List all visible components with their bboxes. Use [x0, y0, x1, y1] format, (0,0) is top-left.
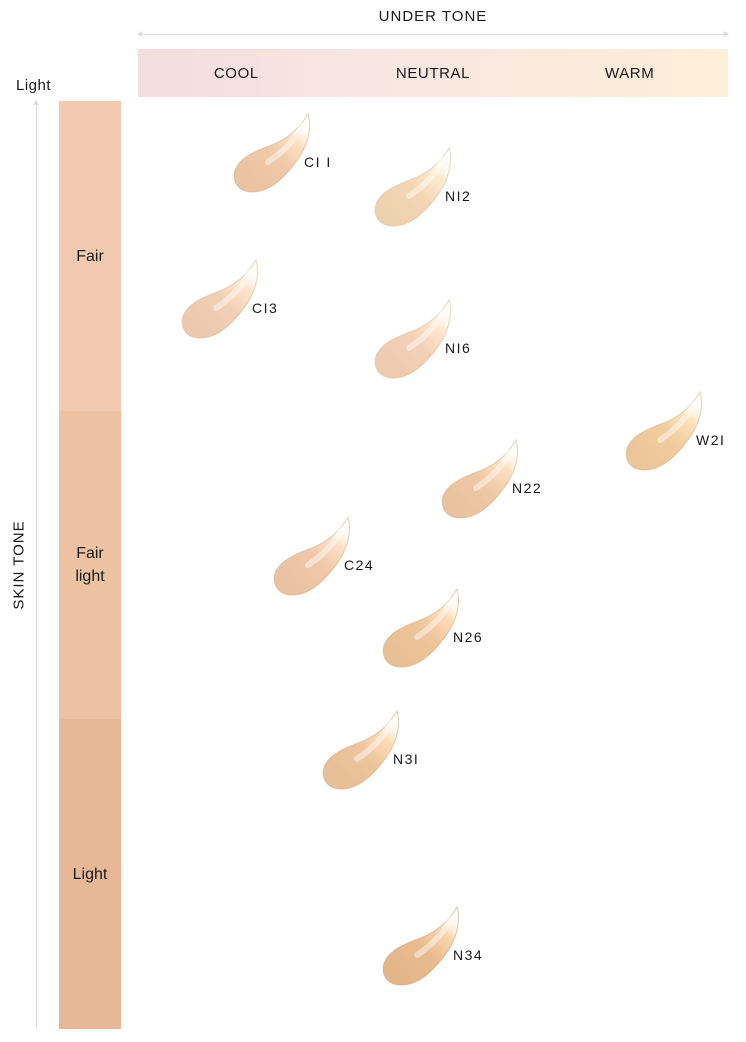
- under-tone-arrow: [137, 31, 729, 37]
- under-tone-warm: WARM: [605, 64, 655, 82]
- band-fair: Fair: [59, 101, 121, 411]
- shade-smear-c11: [233, 112, 311, 193]
- under-tone-title: UNDER TONE: [378, 8, 488, 25]
- shade-label-n34: N34: [453, 947, 484, 963]
- shade-label-c24: C24: [344, 557, 375, 573]
- skin-tone-light-label: Light: [16, 77, 52, 94]
- under-tone-neutral: NEUTRAL: [395, 64, 471, 82]
- shade-label-n16: NI6: [445, 340, 472, 356]
- shade-label-n31: N3I: [393, 751, 420, 767]
- band-light: Light: [59, 719, 121, 1029]
- shade-smear-c24: [273, 515, 351, 596]
- shade-smear-c13: [181, 258, 259, 339]
- shade-label-n12: NI2: [445, 188, 472, 204]
- under-tone-bar: COOL NEUTRAL WARM: [138, 49, 728, 97]
- shade-smear-n12: [374, 146, 452, 227]
- shade-smear-n22: [441, 438, 519, 519]
- shade-smear-n16: [374, 298, 452, 379]
- shade-label-c13: CI3: [252, 300, 279, 316]
- skin-tone-title: SKIN TONE: [10, 520, 28, 610]
- shade-label-c11: CI I: [304, 154, 332, 170]
- shade-smear-w21: [625, 390, 703, 471]
- band-fair-label: Fair: [76, 247, 104, 265]
- shade-label-w21: W2I: [696, 432, 726, 448]
- band-fair-light-label: Fair light: [75, 545, 105, 585]
- band-light-label: Light: [72, 865, 108, 883]
- under-tone-cool: COOL: [213, 64, 259, 82]
- shade-smear-n31: [322, 709, 400, 790]
- skin-tone-arrow: [33, 100, 39, 1028]
- shade-label-n26: N26: [453, 629, 484, 645]
- shade-label-n22: N22: [512, 480, 543, 496]
- shade-smear-n34: [382, 905, 460, 986]
- band-fair-light: Fair light: [59, 411, 121, 719]
- shade-smear-n26: [382, 587, 460, 668]
